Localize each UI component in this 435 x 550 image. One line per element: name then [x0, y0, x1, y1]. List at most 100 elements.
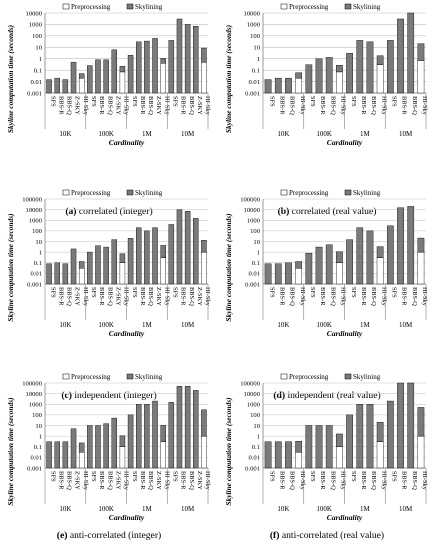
bar-skylining: [346, 239, 353, 285]
bar-skylining: [111, 239, 118, 285]
x-tick-label: Z-SKY: [155, 471, 162, 490]
bar-preprocessing: [119, 71, 126, 94]
x-tick-label: SFS: [49, 96, 56, 107]
y-tick-label: 100: [32, 412, 43, 419]
bar-skylining: [305, 64, 313, 94]
x-tick-label: HI-Sky: [123, 287, 130, 307]
legend-label-preprocessing: Preprocessing: [289, 373, 329, 381]
chart-panel-3: 0.001 0.01 0.1 1 10 100 1000 10000 100000 Skyline…: [224, 189, 428, 338]
bar-skylining: [87, 425, 93, 469]
bar-preprocessing: [119, 262, 126, 285]
x-tick-label: SFS: [172, 471, 179, 482]
legend-swatch-skylining: [344, 3, 352, 10]
bar-skylining: [168, 40, 175, 94]
x-tick-label: BBS-R: [360, 96, 367, 115]
x-tick-label: SFS: [391, 287, 398, 298]
bar-skylining: [135, 404, 142, 469]
bar-skylining: [184, 211, 191, 285]
bar-skylining: [285, 77, 292, 94]
x-tick-label: HI-Sky: [340, 287, 347, 307]
bar-skylining: [152, 400, 158, 469]
x-tick-label: HI-Sky: [421, 471, 428, 491]
bar-skylining: [70, 248, 77, 285]
bar-skylining: [264, 79, 272, 94]
group-label: 10M: [181, 130, 195, 138]
caption-text: correlated (integer): [77, 206, 153, 217]
x-tick-label: HI-Sky: [163, 96, 170, 116]
chart-panel-5: 0.001 0.01 0.1 1 10 100 1000 10000 100000 Skyline…: [224, 373, 428, 522]
group-label: 100K: [98, 321, 114, 329]
x-tick-label: Z-SKY: [114, 471, 121, 490]
x-tick-label: BBS-Q: [106, 287, 113, 306]
panel-caption: (c) independent (integer): [61, 390, 156, 401]
bar-skylining: [103, 246, 109, 285]
bar-skylining: [111, 49, 118, 94]
x-tick-label: BBS-Q: [106, 96, 113, 115]
bar-preprocessing: [119, 446, 126, 469]
y-tick-label: 10000: [26, 391, 43, 398]
y-axis-title: Skyline computation time (seconds): [6, 25, 15, 133]
x-tick-label: HI-Sky: [421, 96, 428, 116]
x-tick-label: HI-Sky: [204, 287, 211, 307]
bar-skylining: [193, 25, 199, 94]
x-tick-label: BBS-Q: [289, 471, 296, 490]
bar-preprocessing: [201, 61, 207, 94]
x-tick-label: BBS-R: [401, 471, 408, 490]
bar-skylining: [62, 441, 69, 469]
panel-caption: (e) anti-correlated (integer): [57, 530, 161, 541]
bar-preprocessing: [376, 257, 384, 285]
x-tick-label: BBS-R: [98, 287, 105, 306]
x-tick-label: BBS-Q: [411, 471, 418, 490]
y-tick-label: 10: [35, 45, 42, 52]
x-tick-label: Z-SKY: [114, 96, 121, 115]
bar-skylining: [87, 251, 93, 285]
bar-skylining: [168, 402, 175, 469]
bar-skylining: [346, 414, 353, 469]
y-tick-label: 10000: [244, 207, 261, 214]
bar-skylining: [78, 261, 85, 269]
caption-letter: (b): [278, 206, 290, 217]
group-label: 100K: [316, 321, 332, 329]
bar-preprocessing: [295, 268, 303, 285]
x-tick-label: BBS-Q: [66, 96, 73, 115]
group-label: 1M: [142, 321, 153, 329]
x-tick-label: BBS-R: [278, 287, 285, 306]
group-label: 10K: [277, 505, 289, 513]
y-tick-label: 0.01: [248, 79, 260, 86]
y-tick-label: 0.001: [27, 90, 42, 97]
x-tick-label: BBS-Q: [147, 96, 154, 115]
bar-preprocessing: [417, 60, 425, 94]
y-tick-label: 0.01: [30, 455, 42, 462]
y-tick-label: 100: [32, 33, 43, 40]
bar-skylining: [407, 382, 415, 469]
x-tick-label: BBS-R: [180, 287, 187, 306]
y-tick-label: 10000: [26, 207, 43, 214]
y-tick-label: 1: [39, 249, 42, 256]
bar-preprocessing: [78, 77, 85, 94]
y-tick-label: 1000: [247, 402, 261, 409]
bar-skylining: [295, 261, 303, 269]
legend-swatch-skylining: [126, 373, 134, 380]
x-tick-label: SFS: [131, 471, 138, 482]
y-tick-label: 1000: [29, 22, 43, 29]
x-tick-label: BBS-R: [57, 96, 64, 115]
bar-skylining: [119, 253, 126, 263]
x-tick-label: BBS-R: [278, 96, 285, 115]
bar-skylining: [274, 441, 282, 469]
bar-skylining: [325, 244, 333, 285]
legend-label-skylining: Skylining: [135, 373, 163, 381]
x-tick-label: HI-Sky: [82, 96, 89, 116]
x-tick-label: SFS: [172, 287, 179, 298]
bar-skylining: [386, 400, 394, 469]
group-label: 1M: [142, 130, 153, 138]
bar-skylining: [144, 40, 150, 94]
legend-swatch-preprocessing: [280, 3, 288, 10]
x-tick-label: BBS-Q: [289, 287, 296, 306]
x-tick-label: SFS: [350, 287, 357, 298]
bar-skylining: [274, 263, 282, 285]
bar-preprocessing: [376, 441, 384, 469]
x-tick-label: BBS-R: [139, 96, 146, 115]
x-tick-label: HI-Sky: [299, 96, 306, 116]
x-tick-label: Z-SKY: [74, 287, 81, 306]
caption-letter: (e): [57, 530, 68, 541]
